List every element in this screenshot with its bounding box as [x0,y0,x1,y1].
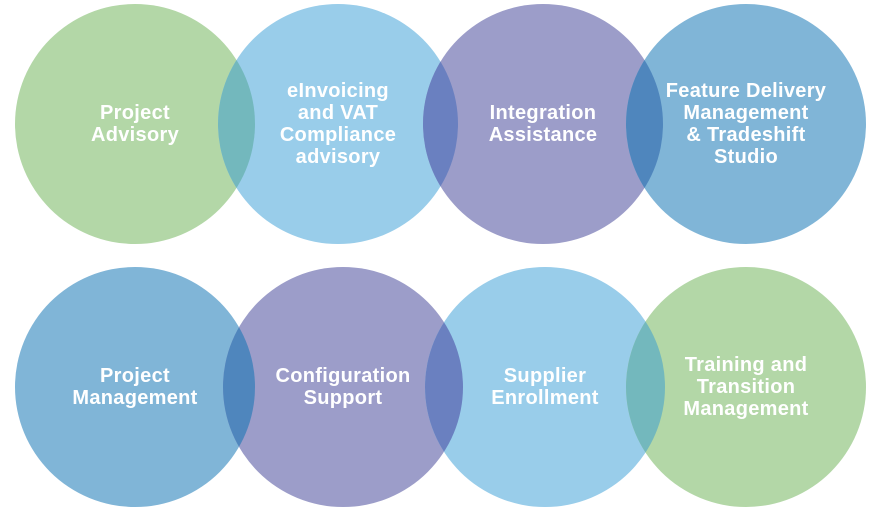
circle-configuration-support [223,267,463,507]
label-supplier-enrollment: Supplier Enrollment [450,365,640,409]
label-line: and VAT [297,102,379,124]
label-line: Configuration [275,365,411,387]
circle-integration-assistance [423,4,663,244]
label-line: Management [683,102,809,124]
circle-einvoicing-vat [218,4,458,244]
label-line: Integration [489,102,597,124]
label-configuration-support: Configuration Support [248,365,438,409]
label-line: Feature Delivery [665,80,827,102]
label-line: Support [303,387,383,409]
label-project-advisory: Project Advisory [40,102,230,146]
circle-project-advisory [15,4,255,244]
label-project-management: Project Management [40,365,230,409]
circle-feature-delivery [626,4,866,244]
label-line: Project [100,365,170,387]
label-einvoicing-vat: eInvoicing and VAT Compliance advisory [243,80,433,168]
label-line: Compliance [279,124,397,146]
label-integration-assistance: Integration Assistance [448,102,638,146]
label-line: Advisory [91,124,179,146]
circle-supplier-enrollment [425,267,665,507]
label-line: Management [683,398,809,420]
label-line: advisory [295,146,381,168]
label-training-transition: Training and Transition Management [651,354,841,420]
label-line: eInvoicing [287,80,389,102]
label-line: Studio [713,146,778,168]
label-line: Management [72,387,198,409]
circle-project-management [15,267,255,507]
label-line: Transition [696,376,796,398]
label-line: Training and [684,354,808,376]
label-line: Project [100,102,170,124]
label-line: & Tradeshift [686,124,806,146]
label-line: Enrollment [491,387,599,409]
label-line: Supplier [503,365,587,387]
circle-training-transition [626,267,866,507]
label-line: Assistance [488,124,598,146]
label-feature-delivery: Feature Delivery Management & Tradeshift St… [651,80,841,168]
